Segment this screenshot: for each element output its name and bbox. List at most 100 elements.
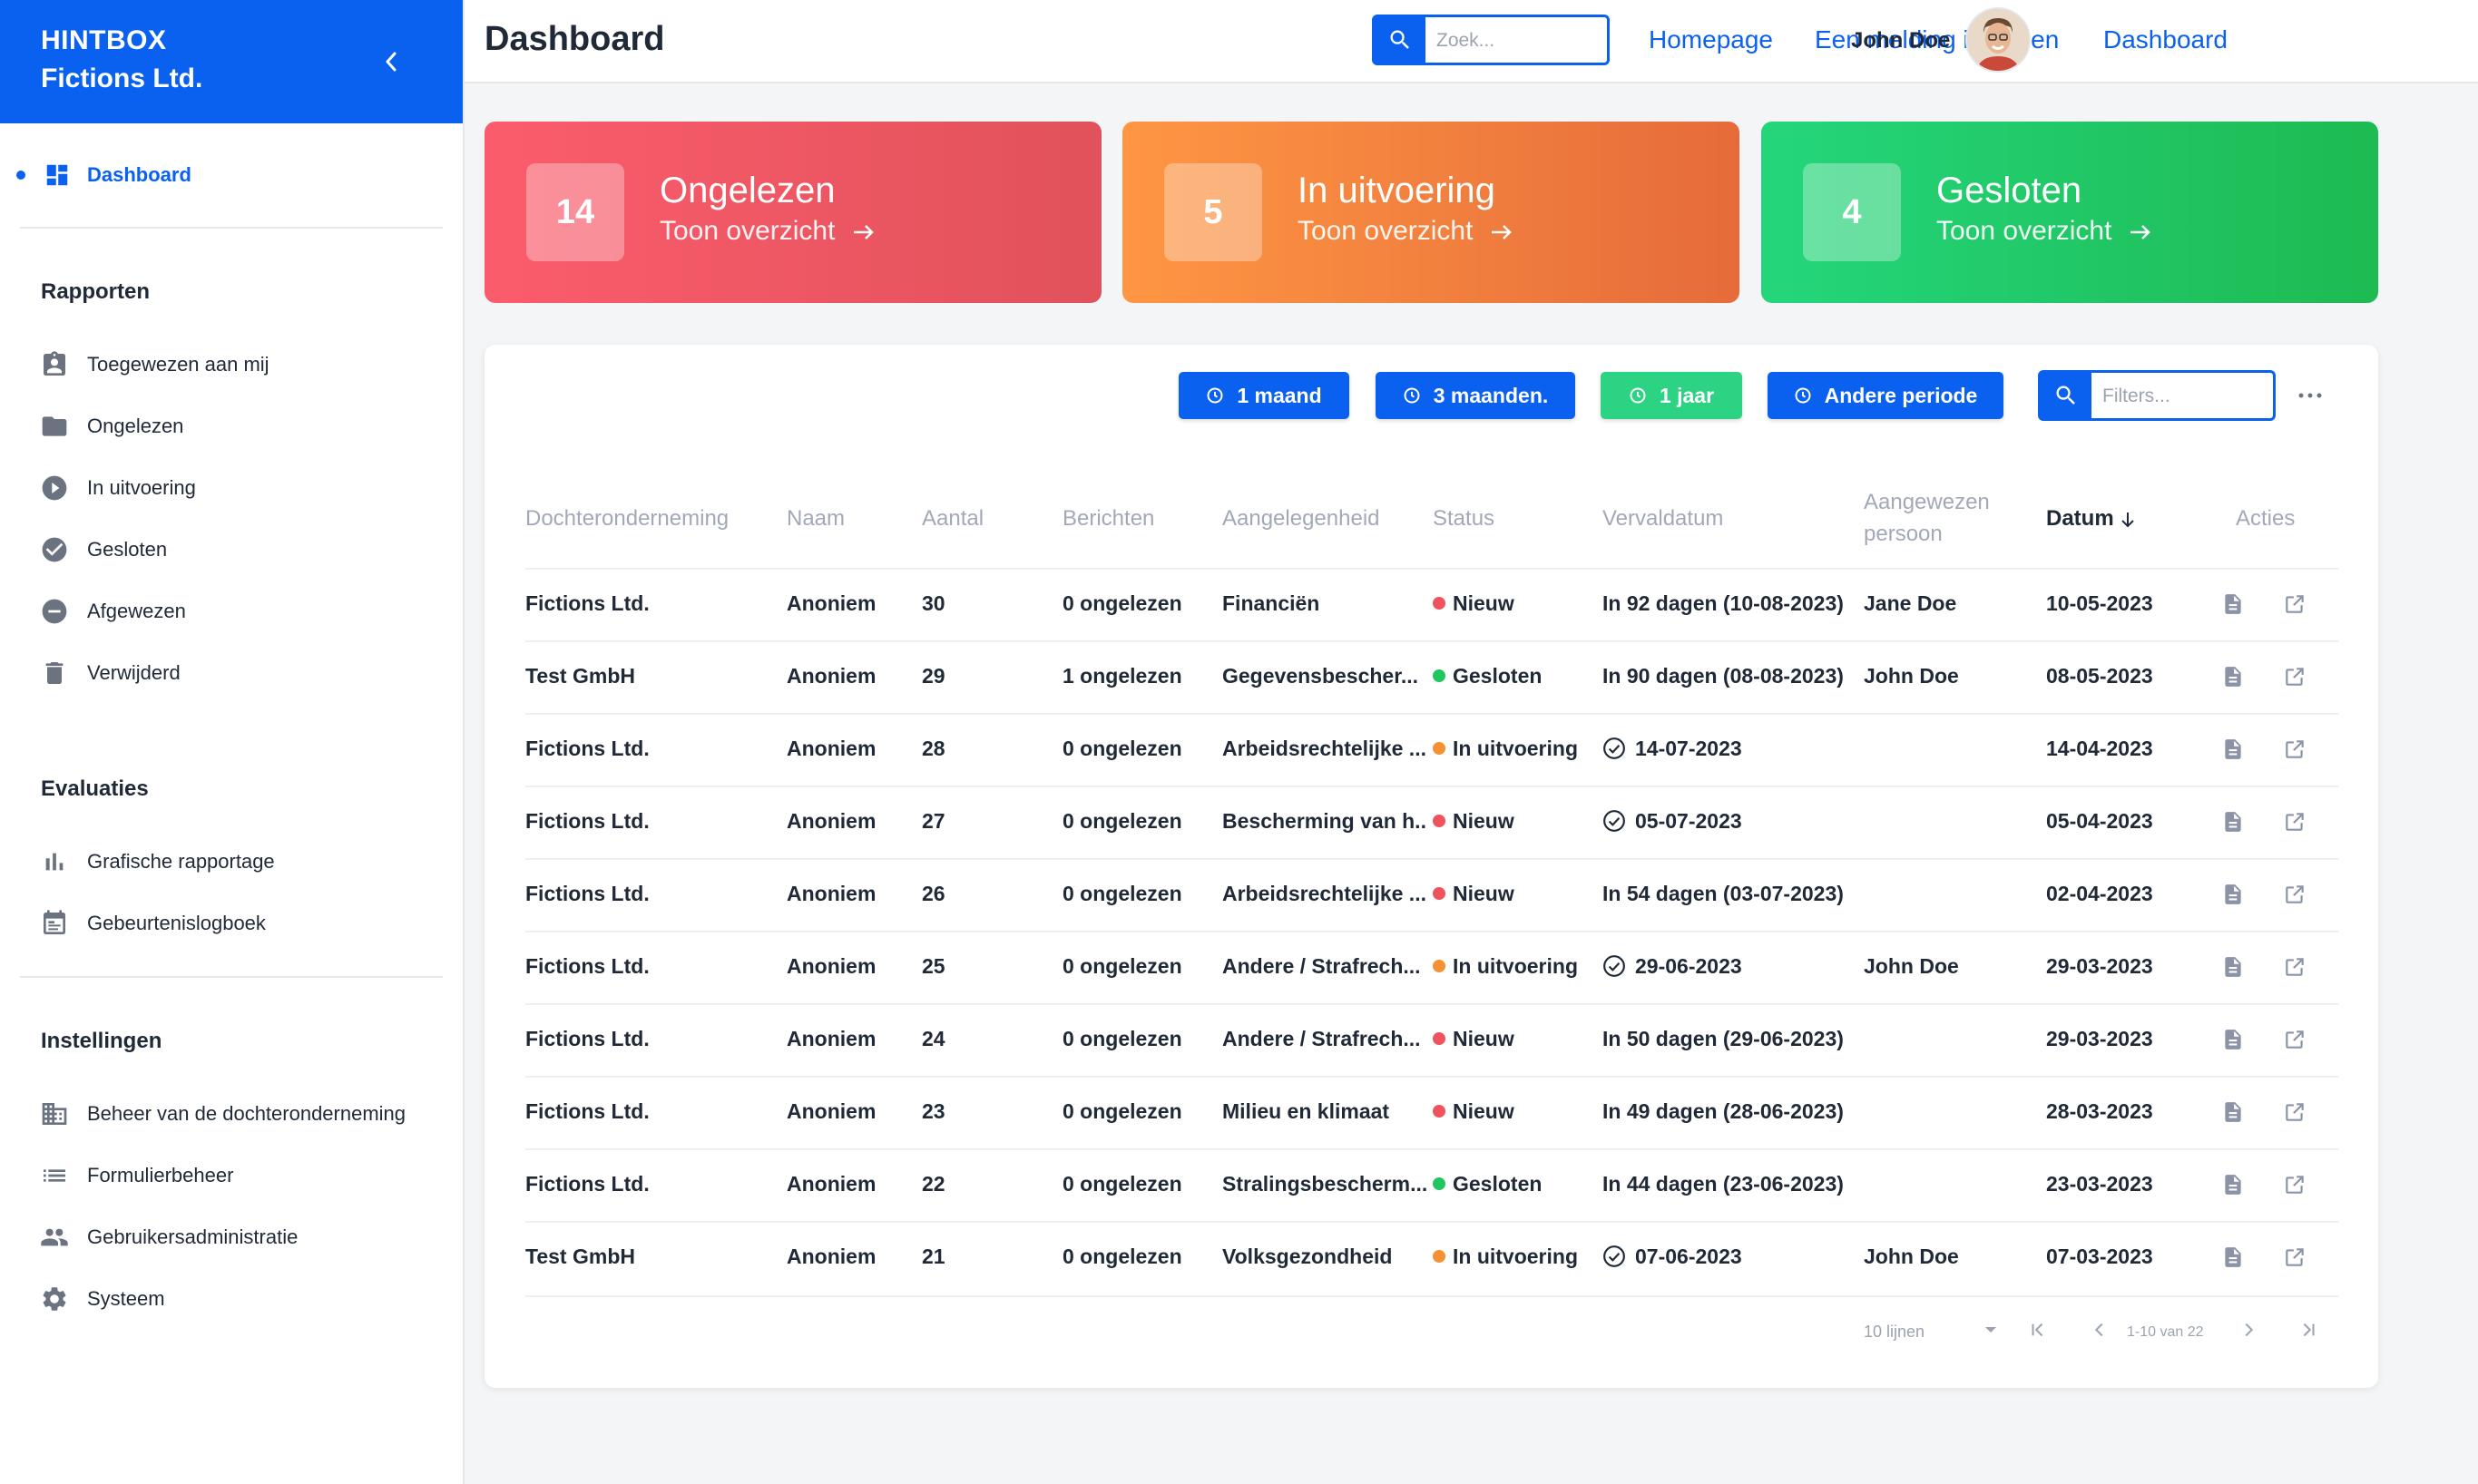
table-row[interactable]: Test GmbH Anoniem 29 1 ongelezen Gegevensbes… xyxy=(525,640,2338,715)
cell-subsidiary: Fictions Ltd. xyxy=(525,1099,650,1123)
sidebar-item-rejected[interactable]: Afgewezen xyxy=(0,591,463,631)
period-other-button[interactable]: Andere periode xyxy=(1768,372,2003,419)
column-header-subsidiary[interactable]: Dochteronderneming xyxy=(525,506,730,531)
table-row[interactable]: Fictions Ltd. Anoniem 28 0 ongelezen Arbeids… xyxy=(525,713,2338,787)
column-header-matter[interactable]: Aangelegenheid xyxy=(1222,506,1380,531)
cell-matter: Stralingsbescherm... xyxy=(1222,1172,1426,1196)
table-row[interactable]: Test GmbH Anoniem 21 0 ongelezen Volksgezond… xyxy=(525,1221,2338,1297)
cell-status: In uitvoering xyxy=(1433,1245,1601,1269)
view-document-button[interactable] xyxy=(2217,733,2249,766)
due-date-label: 05-07-2023 xyxy=(1635,809,1742,833)
column-header-due-date[interactable]: Vervaldatum xyxy=(1602,506,1724,531)
search-button[interactable] xyxy=(1375,17,1425,63)
previous-page-button[interactable] xyxy=(2083,1313,2116,1346)
table-row[interactable]: Fictions Ltd. Anoniem 24 0 ongelezen Andere … xyxy=(525,1003,2338,1078)
open-report-button[interactable] xyxy=(2278,588,2311,620)
status-label: In uitvoering xyxy=(1453,954,1578,978)
sidebar-item-in-progress[interactable]: In uitvoering xyxy=(0,468,463,508)
cell-due-date: In 92 dagen (10-08-2023) xyxy=(1602,591,1861,616)
open-report-button[interactable] xyxy=(2278,951,2311,983)
status-dot xyxy=(1433,669,1445,682)
table-row[interactable]: Fictions Ltd. Anoniem 30 0 ongelezen Financi… xyxy=(525,568,2338,642)
period-3-months-button[interactable]: 3 maanden. xyxy=(1376,372,1575,419)
table-row[interactable]: Fictions Ltd. Anoniem 22 0 ongelezen Stralin… xyxy=(525,1148,2338,1223)
view-document-button[interactable] xyxy=(2217,660,2249,693)
search-input[interactable] xyxy=(1435,26,1601,55)
open-external-icon xyxy=(2286,668,2304,686)
view-document-button[interactable] xyxy=(2217,1023,2249,1056)
open-report-button[interactable] xyxy=(2278,733,2311,766)
view-document-button[interactable] xyxy=(2217,1241,2249,1274)
column-header-date[interactable]: Datum xyxy=(2046,506,2136,532)
view-document-button[interactable] xyxy=(2217,805,2249,838)
table-row[interactable]: Fictions Ltd. Anoniem 27 0 ongelezen Bescher… xyxy=(525,786,2338,860)
stat-card-closed[interactable]: 4 Gesloten Toon overzicht xyxy=(1761,122,2378,303)
sidebar-item-unread[interactable]: Ongelezen xyxy=(0,406,463,446)
sidebar-item-subsidiary-admin[interactable]: Beheer van de dochteronderneming xyxy=(0,1094,463,1134)
next-page-button[interactable] xyxy=(2232,1313,2265,1346)
status-label: Nieuw xyxy=(1453,809,1514,833)
table-row[interactable]: Fictions Ltd. Anoniem 25 0 ongelezen Andere … xyxy=(525,931,2338,1005)
open-report-button[interactable] xyxy=(2278,805,2311,838)
table-row[interactable]: Fictions Ltd. Anoniem 26 0 ongelezen Arbeids… xyxy=(525,858,2338,932)
collapse-sidebar-button[interactable] xyxy=(377,44,405,80)
stat-link[interactable]: Toon overzicht xyxy=(1936,216,2152,247)
column-header-assignee-line2[interactable]: persoon xyxy=(1864,522,1943,546)
cell-date: 08-05-2023 xyxy=(2046,664,2153,688)
stat-card-in-progress[interactable]: 5 In uitvoering Toon overzicht xyxy=(1122,122,1739,303)
page-title: Dashboard xyxy=(485,20,665,58)
cell-due-date: 14-07-2023 xyxy=(1602,737,1861,762)
column-header-name[interactable]: Naam xyxy=(787,506,846,531)
stat-card-unread[interactable]: 14 Ongelezen Toon overzicht xyxy=(485,122,1102,303)
period-1-year-button[interactable]: 1 jaar xyxy=(1601,372,1742,419)
open-report-button[interactable] xyxy=(2278,1241,2311,1274)
view-document-button[interactable] xyxy=(2217,878,2249,911)
view-document-button[interactable] xyxy=(2217,951,2249,983)
more-options-button[interactable] xyxy=(2290,376,2330,415)
last-page-button[interactable] xyxy=(2292,1313,2325,1346)
stat-link[interactable]: Toon overzicht xyxy=(660,216,876,247)
rows-per-page[interactable]: 10 lijnen xyxy=(1864,1323,1925,1341)
cell-messages: 0 ongelezen xyxy=(1063,882,1182,905)
last-page-icon xyxy=(2303,1323,2315,1337)
sidebar-item-form-admin[interactable]: Formulierbeheer xyxy=(0,1156,463,1196)
table-row[interactable]: Fictions Ltd. Anoniem 23 0 ongelezen Milieu … xyxy=(525,1076,2338,1150)
column-header-status[interactable]: Status xyxy=(1433,506,1495,531)
sidebar-item-assigned[interactable]: Toegewezen aan mij xyxy=(0,345,463,385)
open-report-button[interactable] xyxy=(2278,660,2311,693)
view-document-button[interactable] xyxy=(2217,1096,2249,1128)
cell-messages: 1 ongelezen xyxy=(1063,664,1182,688)
user-name[interactable]: John Doe xyxy=(1851,28,1951,53)
column-header-assignee-line1[interactable]: Aangewezen xyxy=(1864,490,1990,514)
view-document-button[interactable] xyxy=(2217,588,2249,620)
open-report-button[interactable] xyxy=(2278,878,2311,911)
sidebar-item-deleted[interactable]: Verwijderd xyxy=(0,653,463,693)
open-report-button[interactable] xyxy=(2278,1168,2311,1201)
sidebar-item-event-log[interactable]: Gebeurtenislogboek xyxy=(0,903,463,943)
first-page-button[interactable] xyxy=(2022,1313,2054,1346)
filter-input[interactable] xyxy=(2101,382,2267,411)
column-header-count[interactable]: Aantal xyxy=(922,506,984,531)
cell-subsidiary: Fictions Ltd. xyxy=(525,591,650,615)
sidebar-item-closed[interactable]: Gesloten xyxy=(0,530,463,570)
open-report-button[interactable] xyxy=(2278,1096,2311,1128)
avatar[interactable] xyxy=(1965,7,2031,73)
sidebar-item-graphic-report[interactable]: Grafische rapportage xyxy=(0,842,463,882)
sidebar-item-dashboard[interactable]: Dashboard xyxy=(0,156,463,196)
open-external-icon xyxy=(2286,1103,2304,1121)
sidebar-item-system[interactable]: Systeem xyxy=(0,1279,463,1319)
period-1-month-button[interactable]: 1 maand xyxy=(1179,372,1349,419)
view-document-button[interactable] xyxy=(2217,1168,2249,1201)
cell-subsidiary: Fictions Ltd. xyxy=(525,1172,650,1196)
page-range: 1-10 van 22 xyxy=(2127,1324,2204,1340)
bar-chart-icon xyxy=(45,853,64,871)
nav-link-dashboard[interactable]: Dashboard xyxy=(2103,25,2228,54)
stat-link[interactable]: Toon overzicht xyxy=(1298,216,1513,247)
rows-per-page-dropdown[interactable] xyxy=(1974,1313,2007,1346)
sidebar-item-user-admin[interactable]: Gebruikersadministratie xyxy=(0,1217,463,1257)
nav-link-homepage[interactable]: Homepage xyxy=(1649,25,1773,54)
filter-search-button[interactable] xyxy=(2041,373,2091,418)
column-header-messages[interactable]: Berichten xyxy=(1063,506,1155,531)
calendar-icon xyxy=(44,910,65,934)
open-report-button[interactable] xyxy=(2278,1023,2311,1056)
